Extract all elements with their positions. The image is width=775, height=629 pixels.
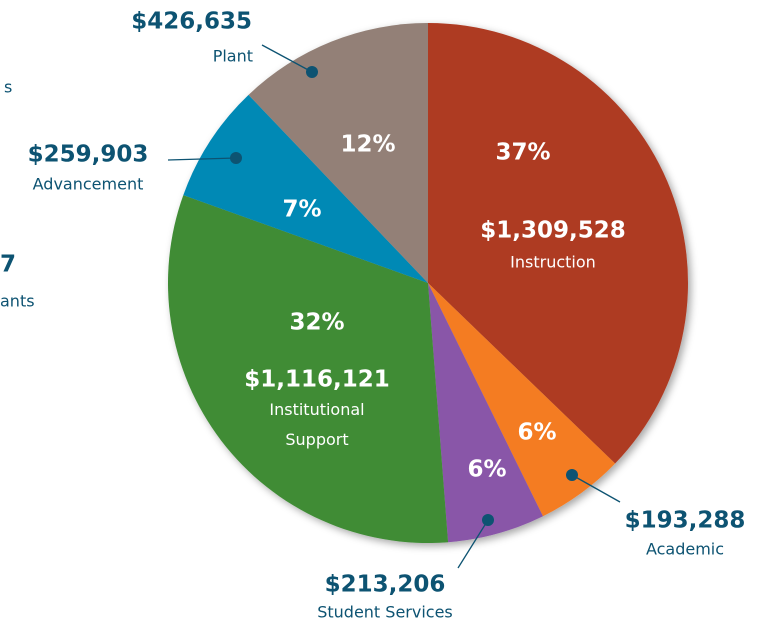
pie-slice <box>428 283 616 517</box>
leader-line <box>261 44 313 73</box>
leader-line <box>571 474 621 503</box>
value-label: $426,635 <box>131 9 252 35</box>
percent-label: 37% <box>495 140 550 166</box>
category-label: Instruction <box>510 253 596 272</box>
pie-slice <box>248 23 428 283</box>
percent-label: 12% <box>340 132 395 158</box>
fragment: ants <box>0 292 35 311</box>
category-label: Advancement <box>33 175 144 194</box>
category-label-box: Institutional Support <box>269 400 365 449</box>
value-label: $259,903 <box>28 142 149 168</box>
pie <box>168 23 688 543</box>
pie-slice <box>428 23 688 464</box>
category-label: Institutional Support <box>269 400 365 449</box>
percent-label: 7% <box>282 197 321 223</box>
pie-slice <box>183 94 428 283</box>
value-label: $1,309,528 <box>480 218 626 244</box>
category-label: Plant <box>213 47 253 66</box>
fragment: 7 <box>0 252 16 278</box>
fragment: s <box>4 78 12 97</box>
leader-dot <box>306 66 318 78</box>
percent-label: 6% <box>517 420 556 446</box>
value-label: $213,206 <box>325 572 446 598</box>
pie-slice <box>168 195 449 543</box>
value-label: $193,288 <box>625 508 746 534</box>
pie-slice <box>428 283 543 543</box>
category-label: Student Services <box>317 603 453 622</box>
percent-label: 32% <box>289 310 344 336</box>
category-label: Academic <box>646 540 724 559</box>
percent-label: 6% <box>467 457 506 483</box>
leader-line <box>457 519 489 569</box>
value-label: $1,116,121 <box>244 367 390 393</box>
leader-dot <box>566 469 578 481</box>
leader-line <box>167 157 237 161</box>
leader-dot <box>230 152 242 164</box>
leader-dot <box>482 514 494 526</box>
